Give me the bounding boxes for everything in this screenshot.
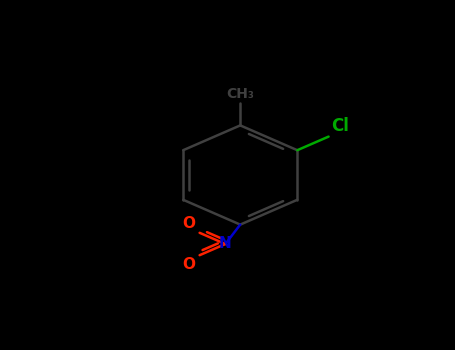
Text: Cl: Cl: [331, 117, 349, 135]
Text: O: O: [182, 257, 195, 272]
Text: N: N: [219, 237, 232, 252]
Text: O: O: [182, 216, 195, 231]
Text: CH₃: CH₃: [226, 88, 254, 102]
